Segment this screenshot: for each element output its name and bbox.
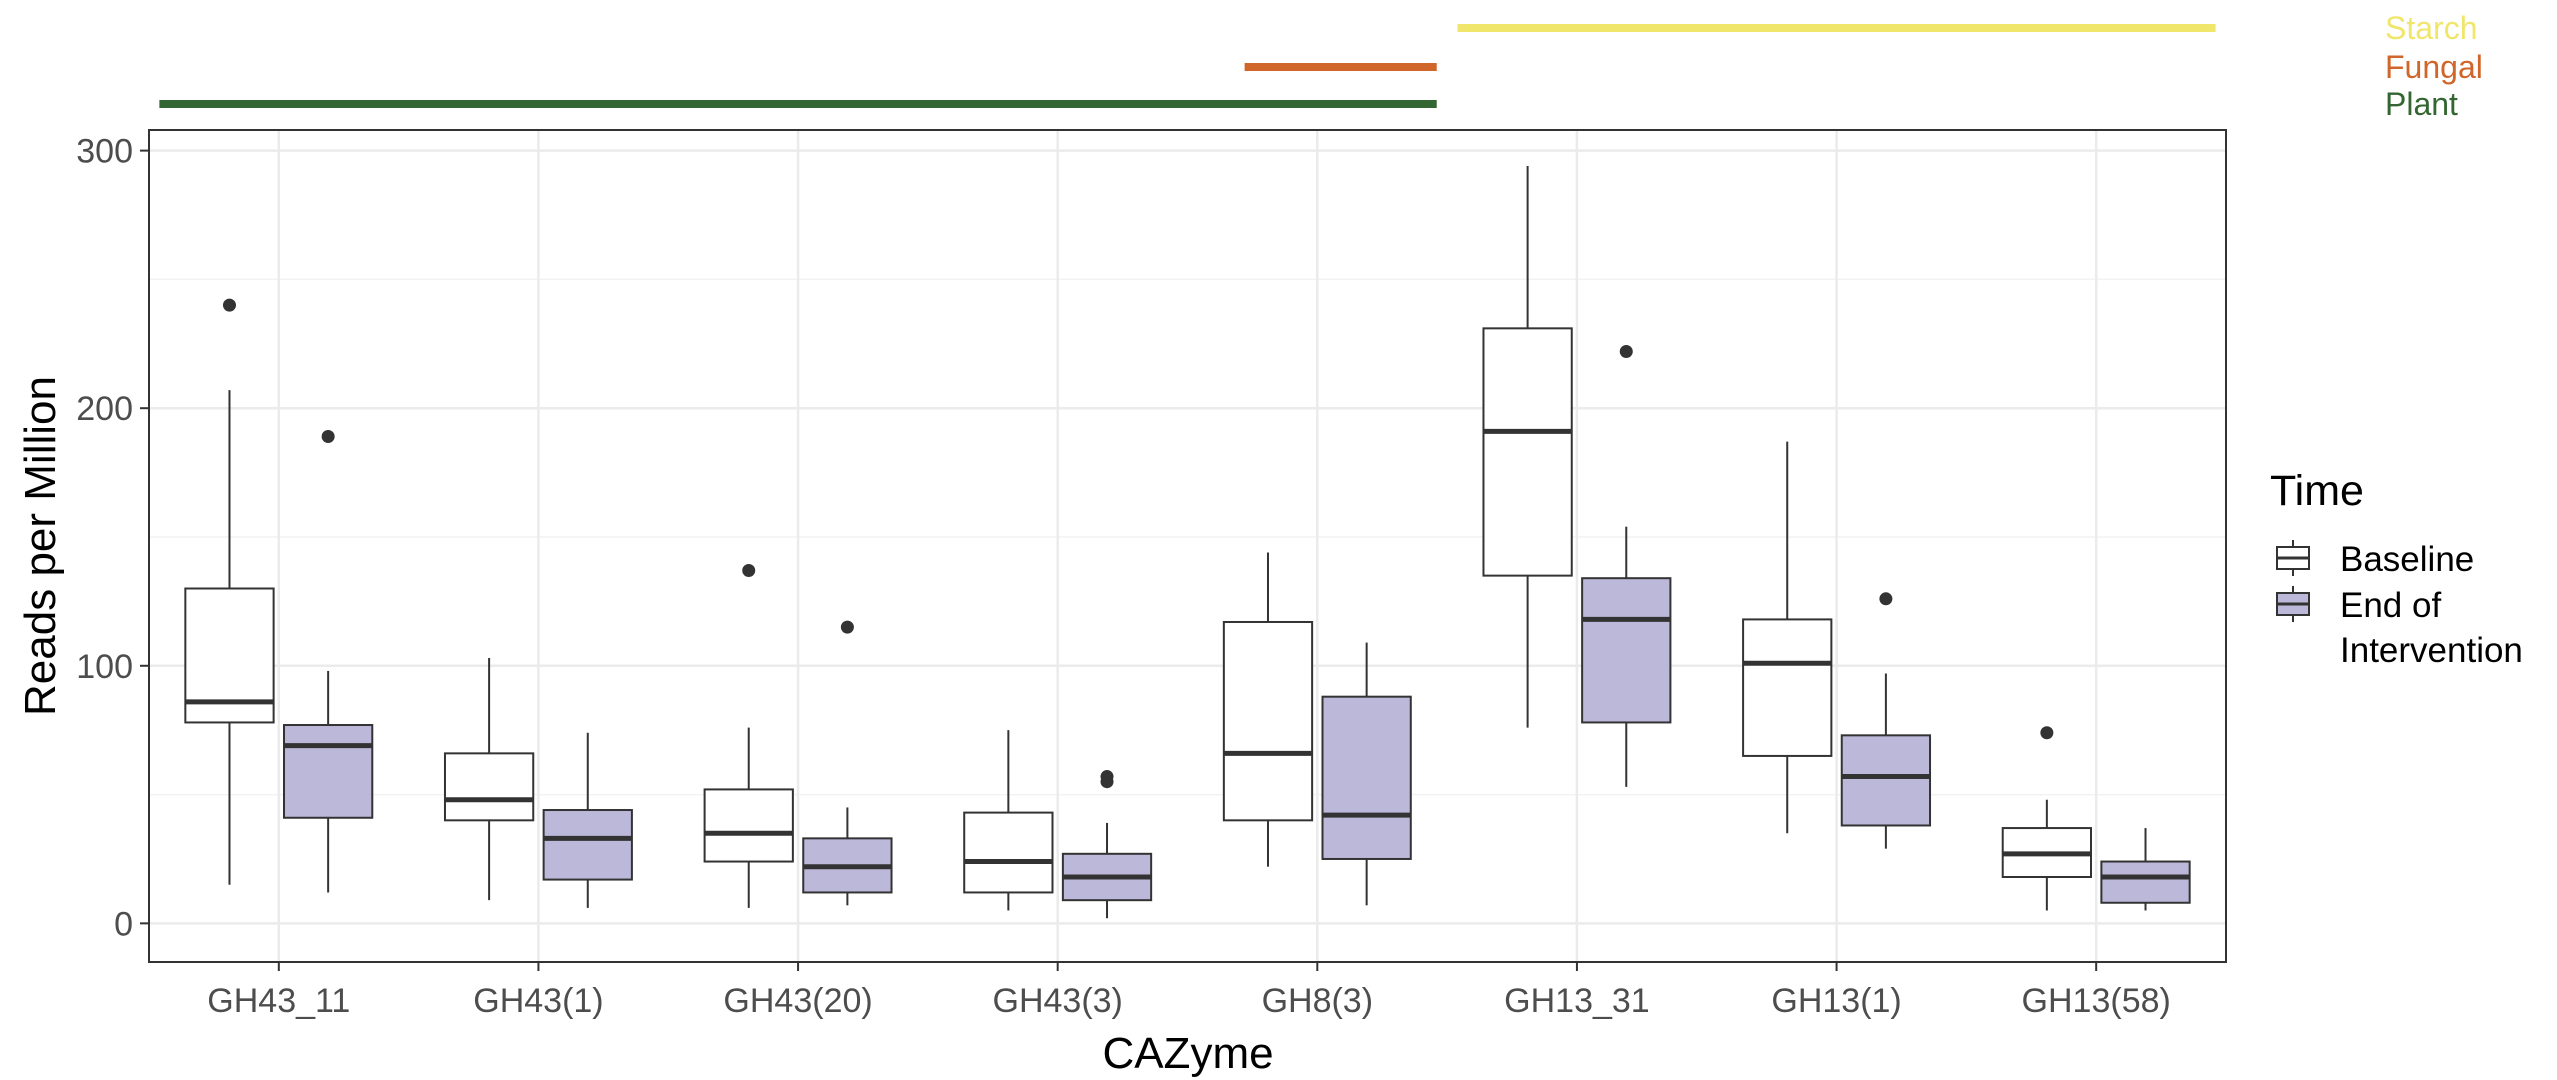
x-tick-label: GH43(20) (723, 982, 872, 1020)
iqr-box (1581, 577, 1672, 724)
category-bar-label-starch: Starch (2385, 10, 2477, 46)
outlier-point (321, 430, 335, 444)
outlier-point (1619, 345, 1633, 359)
iqr-box (963, 811, 1054, 894)
legend-label-end-of-intervention-line2: Intervention (2340, 631, 2523, 670)
box-gh43-3-baseline (963, 730, 1054, 911)
iqr-box (283, 724, 374, 819)
legend-label-end-of-intervention-line1: End of (2340, 586, 2441, 625)
legend-key-baseline (2276, 540, 2310, 576)
plot-panel-border (148, 129, 2227, 963)
outlier-point (222, 298, 236, 312)
category-bar-label-fungal: Fungal (2385, 49, 2483, 85)
x-tick-label: GH8(3) (1262, 982, 1373, 1020)
box-gh8-3-end-of-intervention (1321, 642, 1412, 906)
box-gh43-3-end-of-intervention (1061, 770, 1153, 919)
box-gh43-11-end-of-intervention (283, 430, 374, 893)
y-tick-label: 300 (76, 133, 133, 171)
box-gh13-58-baseline (2001, 726, 2092, 911)
outlier-point (2040, 726, 2054, 740)
box-gh13-1-end-of-intervention (1840, 592, 1932, 849)
box-gh13-1-baseline (1742, 441, 1833, 834)
box-gh43-20-end-of-intervention (802, 620, 893, 906)
box-gh8-3-baseline (1222, 552, 1314, 867)
x-tick-label: GH43(3) (993, 982, 1123, 1020)
category-bar-label-plant: Plant (2385, 86, 2458, 122)
x-axis-title: CAZyme (1102, 1029, 1273, 1078)
outlier-point (1100, 770, 1114, 784)
iqr-box (1222, 620, 1314, 822)
y-axis-title: Reads per Million (16, 376, 65, 716)
y-tick-label: 0 (114, 905, 133, 943)
box-gh13-58-end-of-intervention (2100, 828, 2191, 911)
box-gh13-31-baseline (1482, 166, 1573, 728)
legend-key-end-of-intervention (2276, 586, 2310, 622)
x-tick-label: GH43_11 (207, 982, 350, 1020)
iqr-box (703, 788, 794, 863)
y-tick-label: 100 (76, 648, 133, 686)
legend: Time Baseline End of Intervention (2270, 467, 2523, 670)
iqr-box (2100, 860, 2191, 904)
grid-layer (149, 130, 2226, 962)
iqr-box (443, 752, 535, 822)
outlier-point (840, 620, 854, 634)
box-gh43-20-baseline (703, 563, 794, 908)
iqr-box (1742, 618, 1833, 757)
outlier-point (742, 563, 756, 577)
box-gh43-11-baseline (184, 298, 275, 885)
legend-label-baseline: Baseline (2340, 540, 2474, 579)
legend-title: Time (2270, 467, 2364, 515)
x-tick-label: GH43(1) (473, 982, 603, 1020)
axis-layer: 0 100 200 300 GH43_11 GH43(1) GH43(20) GH43(3) G… (76, 133, 2171, 1020)
box-layer (184, 166, 2191, 919)
iqr-box (1321, 695, 1412, 860)
y-tick-label: 200 (76, 390, 133, 428)
box-gh43-1-baseline (443, 658, 535, 901)
box-gh13-31-end-of-intervention (1581, 345, 1672, 787)
box-gh43-1-end-of-intervention (542, 732, 633, 908)
x-tick-label: GH13(1) (1771, 982, 1901, 1020)
iqr-box (1482, 327, 1573, 577)
x-tick-label: GH13(58) (2022, 982, 2171, 1020)
x-tick-label: GH13_31 (1504, 982, 1650, 1020)
iqr-box (542, 809, 633, 881)
iqr-box (1840, 734, 1932, 827)
outlier-point (1879, 592, 1893, 606)
